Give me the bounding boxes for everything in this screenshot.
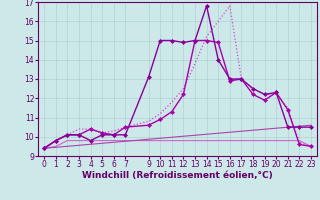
X-axis label: Windchill (Refroidissement éolien,°C): Windchill (Refroidissement éolien,°C) xyxy=(82,171,273,180)
